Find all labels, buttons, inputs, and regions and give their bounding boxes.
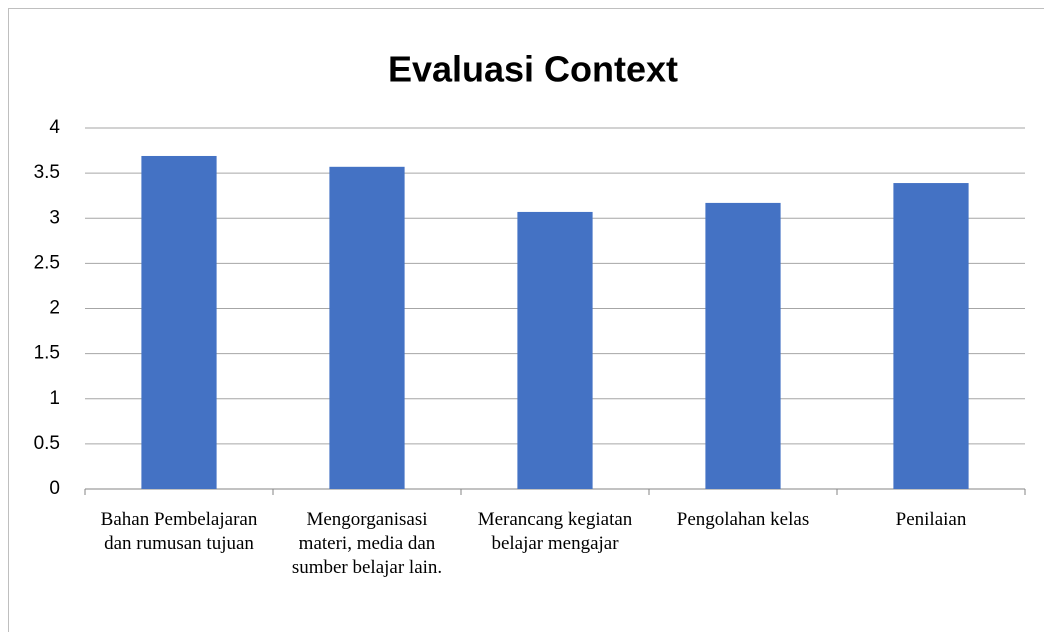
y-tick-label: 2.5 (34, 252, 60, 273)
y-tick-label: 1.5 (34, 343, 60, 364)
y-tick-label: 4 (49, 117, 60, 138)
y-tick-label: 3 (49, 207, 60, 228)
x-tick-label: Bahan Pembelajaran dan rumusan tujuan (100, 509, 258, 554)
bar (329, 166, 405, 489)
y-tick-label: 1 (49, 388, 60, 409)
y-tick-label: 0 (49, 478, 60, 499)
bar (141, 155, 217, 490)
x-tick-label: Merancang kegiatan belajar mengajar (477, 509, 633, 554)
bar (517, 211, 593, 489)
chart-title: Evaluasi Context (388, 49, 678, 90)
bar (705, 202, 781, 489)
y-tick-label: 3.5 (34, 162, 60, 183)
bar (893, 183, 969, 490)
y-tick-label: 2 (49, 298, 60, 319)
x-tick-label: Mengorganisasi materi, media dan sumber … (291, 509, 443, 578)
chart-border (8, 8, 1044, 632)
x-tick-label: Penilaian (895, 509, 967, 530)
y-tick-label: 0.5 (34, 433, 60, 454)
x-tick-label: Pengolahan kelas (676, 509, 810, 530)
